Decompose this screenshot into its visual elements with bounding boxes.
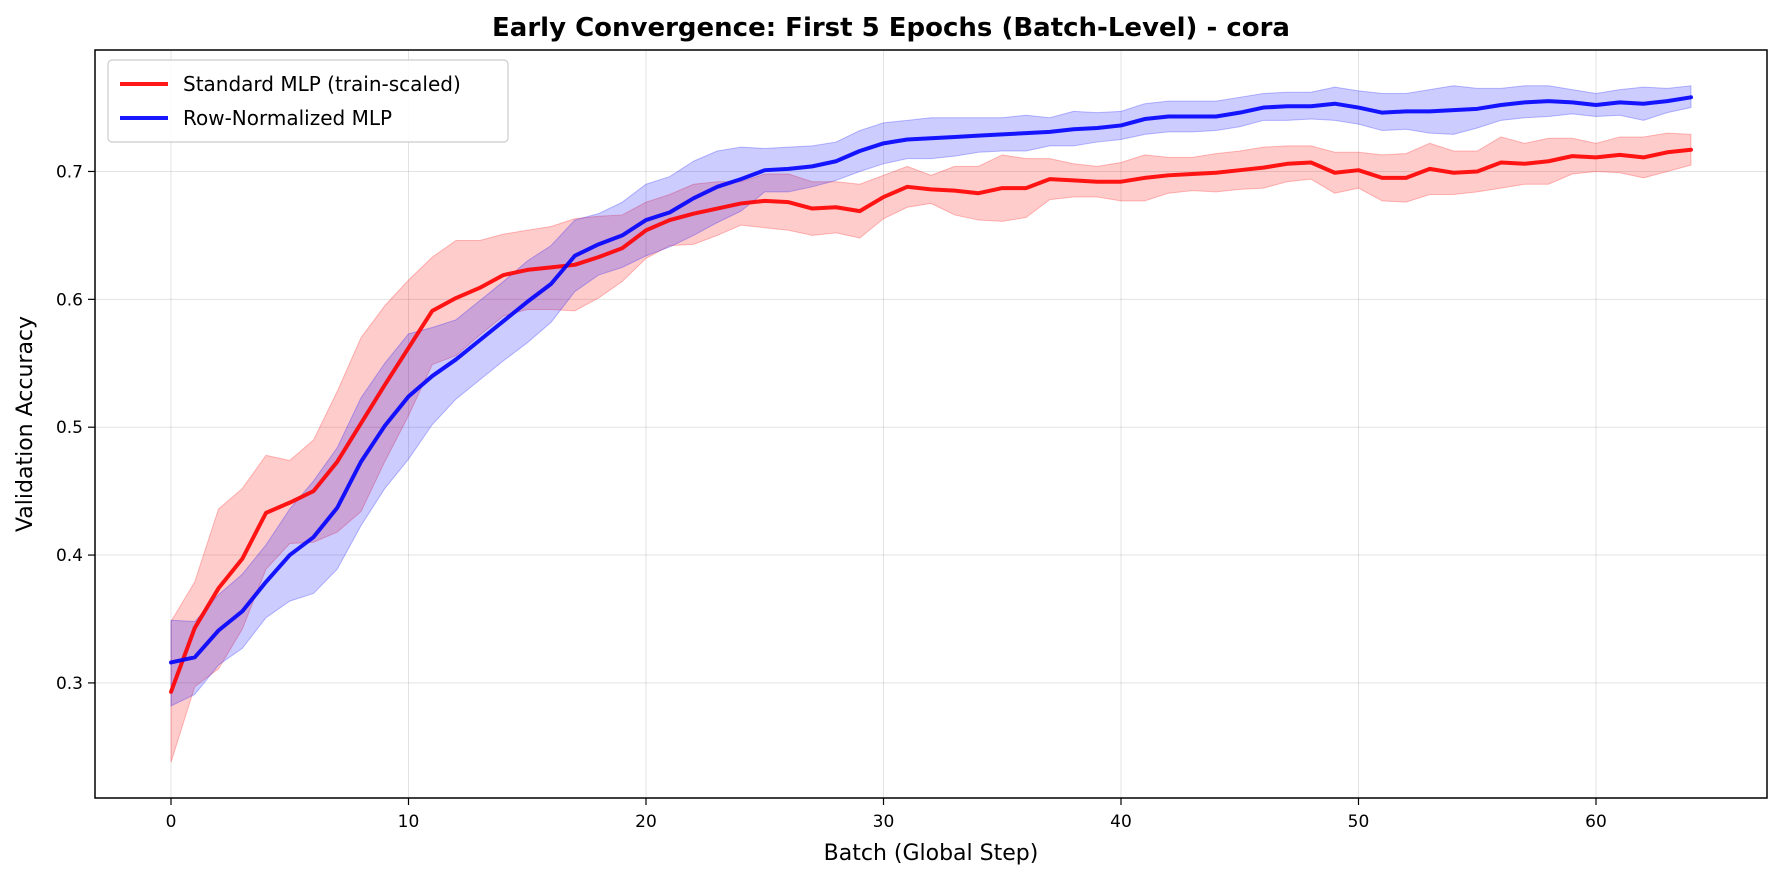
y-tick-label: 0.5: [56, 418, 83, 438]
x-tick-label: 30: [873, 812, 895, 832]
grid-layer: [95, 50, 1767, 798]
legend-box: [107, 59, 509, 143]
y-tick-label: 0.6: [56, 290, 83, 310]
y-tick-label: 0.4: [56, 546, 83, 566]
legend: Standard MLP (train-scaled) Row-Normalize…: [107, 59, 509, 143]
confidence-band-2: [170, 85, 1692, 707]
x-tick-label: 10: [398, 812, 420, 832]
y-tick-label: 0.3: [56, 674, 83, 694]
legend-label-1: Standard MLP (train-scaled): [183, 72, 461, 96]
x-tick-label: 60: [1585, 812, 1607, 832]
axis-ticks: 0 10 20 30 40 50 60 0.3 0.4 0.5 0.6 0.7: [56, 162, 1607, 832]
series-lines: [169, 95, 1693, 694]
x-tick-label: 40: [1110, 812, 1132, 832]
series-line-2: [169, 95, 1693, 665]
x-tick-label: 50: [1348, 812, 1370, 832]
legend-label-2: Row-Normalized MLP: [183, 106, 392, 130]
confidence-bands: [170, 85, 1692, 763]
x-tick-label: 20: [635, 812, 657, 832]
chart-title: Early Convergence: First 5 Epochs (Batch…: [492, 13, 1290, 43]
x-axis-label: Batch (Global Step): [824, 841, 1039, 866]
confidence-band-1: [170, 132, 1692, 763]
series-line-1: [169, 147, 1693, 694]
x-tick-label: 0: [166, 812, 177, 832]
y-axis-label: Validation Accuracy: [13, 316, 38, 532]
y-tick-label: 0.7: [56, 162, 83, 182]
plot-frame: [94, 49, 1768, 799]
